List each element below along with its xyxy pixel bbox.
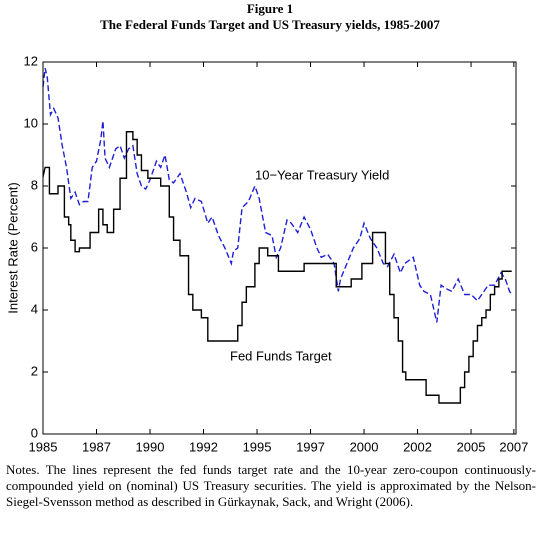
annotation: Fed Funds Target	[230, 348, 332, 363]
x-tick-label: 1995	[243, 439, 272, 454]
y-tick-label: 8	[31, 177, 38, 192]
y-axis-label: Interest Rate (Percent)	[5, 182, 20, 314]
x-tick-label: 1985	[29, 439, 58, 454]
x-tick-label: 2000	[350, 439, 379, 454]
y-tick-label: 2	[31, 363, 38, 378]
x-tick-label: 1992	[189, 439, 218, 454]
x-tick-label: 2005	[457, 439, 486, 454]
x-tick-label: 1987	[82, 439, 111, 454]
x-tick-label: 1997	[296, 439, 325, 454]
annotation: 10−Year Treasury Yield	[255, 167, 389, 182]
x-tick-label: 2007	[499, 439, 528, 454]
x-tick-label: 1990	[136, 439, 165, 454]
line	[42, 131, 512, 404]
chart: Figure 1 The Federal Funds Target and US…	[5, 1, 528, 454]
plot-frame	[42, 61, 517, 435]
y-tick-label: 4	[31, 301, 38, 316]
y-tick-label: 0	[31, 425, 38, 440]
chart-subtitle: The Federal Funds Target and US Treasury…	[100, 17, 440, 32]
x-tick-label: 2002	[403, 439, 432, 454]
notes: Notes. The lines represent the fed funds…	[6, 462, 536, 509]
chart-title: Figure 1	[247, 1, 293, 16]
line	[42, 68, 513, 323]
y-tick-label: 6	[31, 239, 38, 254]
y-tick-label: 12	[24, 53, 38, 68]
y-tick-label: 10	[24, 115, 38, 130]
